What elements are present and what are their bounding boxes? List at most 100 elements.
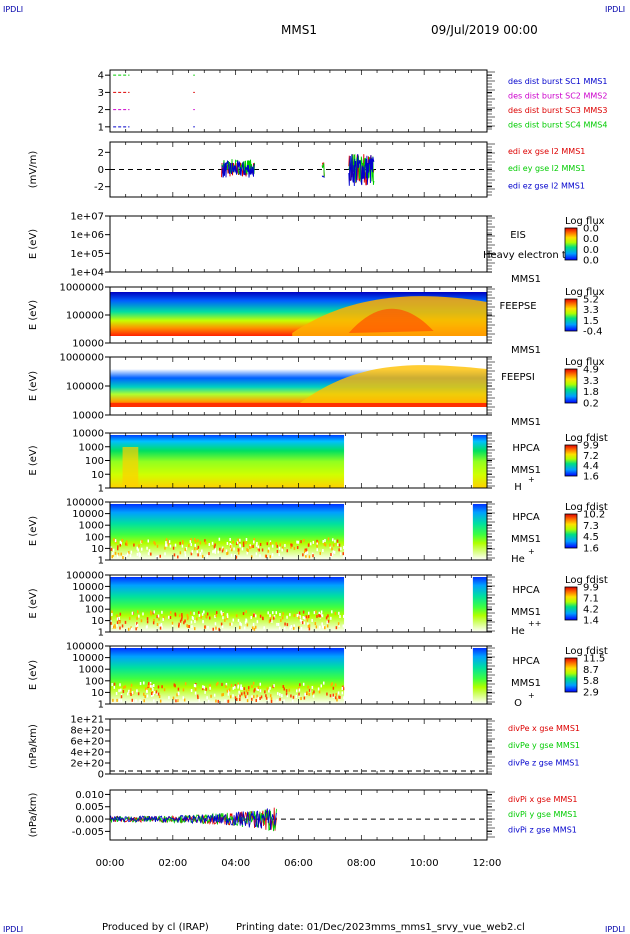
spectrogram-speckle <box>147 539 150 543</box>
spectrogram-speckle <box>315 610 317 614</box>
spectrogram-speckle <box>199 541 202 545</box>
spectrogram-speckle <box>313 611 316 615</box>
spectrogram-speckle <box>271 553 274 557</box>
spectrogram-speckle <box>136 552 139 556</box>
edi-trace <box>348 153 375 185</box>
y-tick-label: 2 <box>98 105 104 116</box>
spectrogram-speckle <box>184 619 186 623</box>
y-tick-label: 1000000 <box>59 283 104 294</box>
colorbar <box>564 227 578 261</box>
spectrogram-speckle <box>303 696 306 700</box>
spectrogram-speckle <box>245 619 248 623</box>
spectrogram-speckle <box>331 553 334 557</box>
spectrogram-speckle <box>312 540 315 544</box>
spectrogram-speckle <box>232 618 235 622</box>
spectrogram-speckle <box>343 696 345 700</box>
spectrogram-speckle <box>250 555 253 559</box>
spectrogram-speckle <box>229 695 232 699</box>
y-tick-label: 0.010 <box>75 790 104 801</box>
spectrogram-speckle <box>323 542 326 546</box>
spectrogram-speckle <box>197 611 200 615</box>
spectrogram-speckle <box>259 614 262 618</box>
y-tick-label: -0.005 <box>72 827 104 838</box>
spectrogram-speckle <box>244 620 247 624</box>
spectrogram-speckle <box>135 699 137 703</box>
spectrogram-speckle <box>276 544 279 548</box>
spectrogram-speckle <box>110 546 112 550</box>
spectrogram-speckle <box>329 543 331 547</box>
spectrogram-speckle <box>330 683 333 687</box>
spectrogram-speckle <box>280 618 282 622</box>
spectrogram-speckle <box>318 690 321 694</box>
spectrogram-speckle <box>198 613 201 617</box>
colorbar-tick-label: 3.3 <box>583 305 599 316</box>
spectrogram-speckle <box>326 624 329 628</box>
spectrogram-speckle <box>144 687 147 691</box>
spectrogram-speckle <box>303 621 306 625</box>
spectrogram-speckle <box>273 616 275 620</box>
spectrogram-speckle <box>213 693 216 697</box>
spectrogram-speckle <box>305 554 307 558</box>
spectrogram-speckle <box>257 545 259 549</box>
spectrogram-speckle <box>299 618 302 622</box>
spectrogram-fill <box>472 435 487 488</box>
spectrogram-speckle <box>265 554 268 558</box>
spectrogram-speckle <box>113 685 116 689</box>
spectrogram-speckle <box>318 611 321 615</box>
spectrogram-speckle <box>307 624 310 628</box>
spectrogram-speckle <box>138 554 141 558</box>
spectrogram-speckle <box>342 555 345 559</box>
spectrogram-speckle <box>338 623 340 627</box>
spectrogram-speckle <box>327 614 329 618</box>
spectrogram-speckle <box>270 615 272 619</box>
spectrogram-speckle <box>149 681 152 685</box>
spectrogram-speckle <box>308 555 311 559</box>
spectrogram-speckle <box>250 615 252 619</box>
spectrogram-speckle <box>230 553 233 557</box>
spectrogram-fill <box>472 577 487 632</box>
spectrogram-speckle <box>110 547 113 551</box>
y-axis-label: E (eV) <box>28 516 39 546</box>
spectrogram-speckle <box>203 685 206 689</box>
spectrogram-speckle <box>273 615 276 619</box>
y-tick-label: 100000 <box>66 382 104 393</box>
instrument-label: HPCA <box>512 443 540 454</box>
y-tick-label: 1 <box>98 122 104 133</box>
spectrogram-speckle <box>243 691 246 695</box>
spectrogram-speckle <box>182 688 185 692</box>
spectrogram-speckle <box>313 690 315 694</box>
spectrogram-speckle <box>285 689 288 693</box>
spectrogram-speckle <box>130 550 133 554</box>
y-tick-label: 2e+20 <box>70 759 104 770</box>
spectrogram-speckle <box>253 627 256 631</box>
panel-border <box>109 718 488 775</box>
y-tick-label: 10000 <box>72 653 104 664</box>
spectrogram-speckle <box>137 548 139 552</box>
y-tick-label: 1000 <box>79 593 104 604</box>
y-tick-label: 0.005 <box>75 802 104 813</box>
spectrogram-speckle <box>190 688 193 692</box>
spectrogram-speckle <box>194 691 197 695</box>
spectrogram-speckle <box>255 552 258 556</box>
spectrogram-speckle <box>150 693 153 697</box>
spectrogram-speckle <box>128 551 130 555</box>
spectrogram-fill <box>472 648 487 704</box>
spectrogram-speckle <box>201 549 203 553</box>
spectrogram-speckle <box>254 625 257 629</box>
spectrogram-speckle <box>178 614 181 618</box>
spectrogram-speckle <box>121 624 124 628</box>
spectrogram-speckle <box>154 542 156 546</box>
spectrogram-speckle <box>326 692 328 696</box>
colorbar-title: Log flux <box>565 216 605 227</box>
spectrogram-speckle <box>171 621 174 625</box>
legend-entry: divPe z gse MMS1 <box>508 758 579 767</box>
spectrogram-speckle <box>174 543 177 547</box>
spectrogram-speckle <box>117 552 120 556</box>
x-tick-label: 12:00 <box>473 858 502 869</box>
spectrogram-speckle <box>283 699 285 703</box>
spectrogram-speckle <box>284 543 286 547</box>
spectrogram-speckle <box>218 627 220 631</box>
spectrogram-speckle <box>224 699 226 703</box>
colorbar <box>564 298 578 332</box>
spectrogram-speckle <box>119 683 121 687</box>
